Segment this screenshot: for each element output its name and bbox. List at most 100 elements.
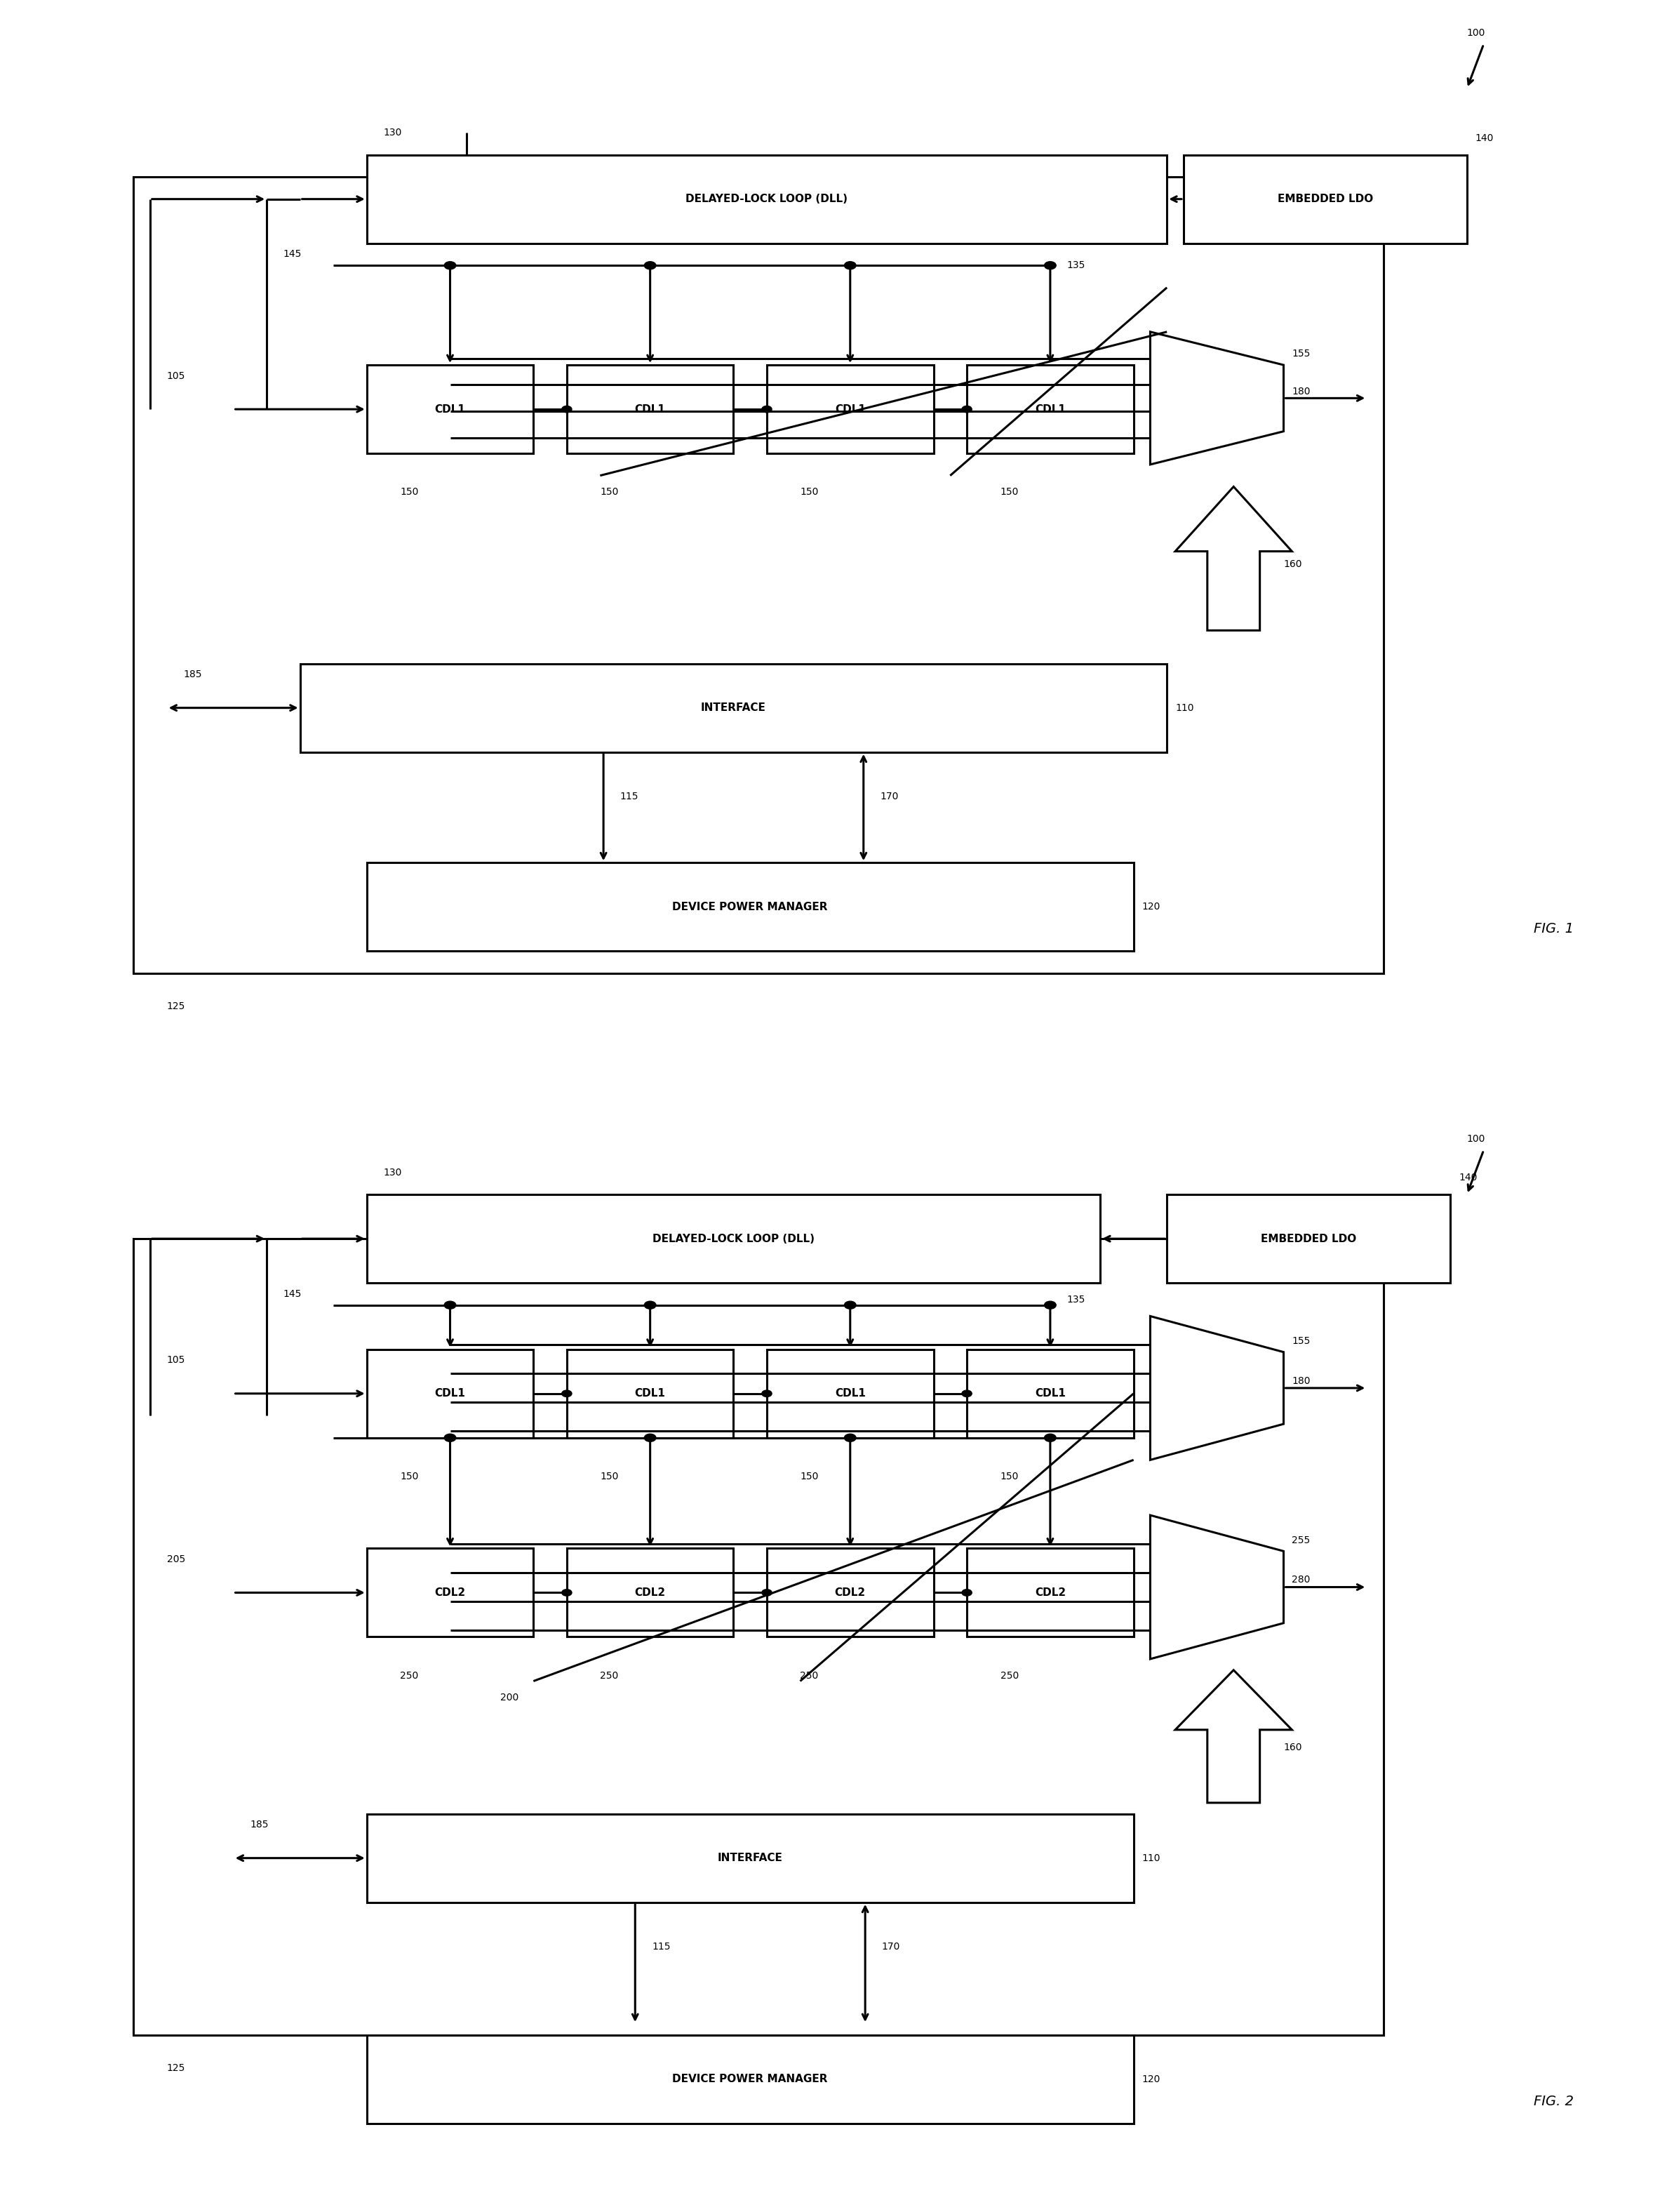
Circle shape [443, 261, 457, 270]
Bar [367, 1194, 1100, 1283]
Bar [967, 1548, 1134, 1637]
Text: 250: 250 [800, 1670, 818, 1681]
Text: 170: 170 [882, 1942, 900, 1951]
Bar [567, 1349, 733, 1438]
Text: 150: 150 [400, 1471, 418, 1482]
Bar [367, 1548, 533, 1637]
Bar [367, 1349, 533, 1438]
Text: 150: 150 [800, 1471, 818, 1482]
Text: 150: 150 [400, 487, 418, 498]
Text: 115: 115 [620, 792, 638, 801]
Text: DELAYED-LOCK LOOP (DLL): DELAYED-LOCK LOOP (DLL) [685, 195, 849, 204]
Text: 150: 150 [1000, 487, 1019, 498]
Circle shape [844, 1301, 857, 1310]
Text: 130: 130 [383, 1168, 402, 1177]
Text: 135: 135 [1067, 261, 1085, 270]
Text: CDL1: CDL1 [1035, 405, 1065, 414]
Text: 250: 250 [600, 1670, 618, 1681]
Circle shape [1044, 1433, 1057, 1442]
Text: 125: 125 [167, 1002, 185, 1011]
Text: 185: 185 [183, 670, 202, 679]
Polygon shape [1150, 1316, 1284, 1460]
Polygon shape [1175, 487, 1292, 630]
Text: 150: 150 [800, 487, 818, 498]
Text: 200: 200 [500, 1692, 518, 1703]
Text: 120: 120 [1142, 902, 1160, 911]
Circle shape [443, 1301, 457, 1310]
Polygon shape [1150, 332, 1284, 465]
Circle shape [844, 261, 857, 270]
Circle shape [762, 407, 772, 411]
Bar [133, 1239, 1384, 2035]
Bar [367, 365, 533, 453]
Text: 100: 100 [1467, 1135, 1485, 1144]
Bar [300, 664, 1167, 752]
Text: FIG. 1: FIG. 1 [1534, 922, 1574, 936]
Text: 150: 150 [600, 1471, 618, 1482]
Circle shape [962, 1391, 972, 1398]
Text: INTERFACE: INTERFACE [700, 703, 767, 712]
Circle shape [562, 407, 572, 411]
Bar [767, 1349, 934, 1438]
Text: DEVICE POWER MANAGER: DEVICE POWER MANAGER [672, 902, 828, 911]
Circle shape [962, 407, 972, 411]
Text: INTERFACE: INTERFACE [717, 1854, 783, 1863]
Text: 185: 185 [250, 1820, 268, 1829]
Text: CDL1: CDL1 [435, 405, 465, 414]
Circle shape [962, 1588, 972, 1597]
Text: CDL1: CDL1 [835, 405, 865, 414]
Bar [767, 365, 934, 453]
Text: CDL2: CDL2 [835, 1588, 865, 1597]
Text: 180: 180 [1292, 1376, 1310, 1385]
Text: 155: 155 [1292, 349, 1310, 358]
Text: CDL1: CDL1 [835, 1389, 865, 1398]
Text: 145: 145 [283, 1290, 302, 1298]
Bar [1184, 155, 1467, 243]
Text: 250: 250 [400, 1670, 418, 1681]
Bar [967, 365, 1134, 453]
Text: DEVICE POWER MANAGER: DEVICE POWER MANAGER [672, 2075, 828, 2084]
Text: 160: 160 [1284, 1743, 1302, 1752]
Circle shape [562, 1391, 572, 1398]
Circle shape [844, 1433, 857, 1442]
Text: 180: 180 [1292, 387, 1310, 396]
Text: 115: 115 [652, 1942, 670, 1951]
Text: 130: 130 [383, 128, 402, 137]
Bar [767, 1548, 934, 1637]
Text: 170: 170 [880, 792, 899, 801]
Text: 150: 150 [600, 487, 618, 498]
Text: CDL1: CDL1 [1035, 1389, 1065, 1398]
Text: EMBEDDED LDO: EMBEDDED LDO [1260, 1234, 1357, 1243]
Text: 155: 155 [1292, 1336, 1310, 1345]
Circle shape [443, 1433, 457, 1442]
Bar [367, 863, 1134, 951]
Text: CDL2: CDL2 [435, 1588, 465, 1597]
Circle shape [762, 1588, 772, 1597]
Text: 110: 110 [1175, 703, 1194, 712]
Bar [567, 365, 733, 453]
Text: FIG. 2: FIG. 2 [1534, 2095, 1574, 2108]
Bar [967, 1349, 1134, 1438]
Text: DELAYED-LOCK LOOP (DLL): DELAYED-LOCK LOOP (DLL) [652, 1234, 815, 1243]
Text: CDL2: CDL2 [635, 1588, 665, 1597]
Text: 145: 145 [283, 250, 302, 259]
Text: 205: 205 [167, 1555, 185, 1564]
Bar [1167, 1194, 1450, 1283]
Text: 120: 120 [1142, 2075, 1160, 2084]
Text: 100: 100 [1467, 29, 1485, 38]
Text: 110: 110 [1142, 1854, 1160, 1863]
Text: 140: 140 [1459, 1172, 1477, 1183]
Circle shape [643, 1301, 657, 1310]
Text: CDL1: CDL1 [635, 1389, 665, 1398]
Text: 160: 160 [1284, 560, 1302, 568]
Text: 255: 255 [1292, 1535, 1310, 1544]
Text: 250: 250 [1000, 1670, 1019, 1681]
Bar [133, 177, 1384, 973]
Circle shape [762, 1391, 772, 1398]
Circle shape [1044, 1301, 1057, 1310]
Polygon shape [1175, 1670, 1292, 1803]
Circle shape [1044, 261, 1057, 270]
Circle shape [643, 1433, 657, 1442]
Bar [367, 155, 1167, 243]
Text: CDL2: CDL2 [1035, 1588, 1065, 1597]
